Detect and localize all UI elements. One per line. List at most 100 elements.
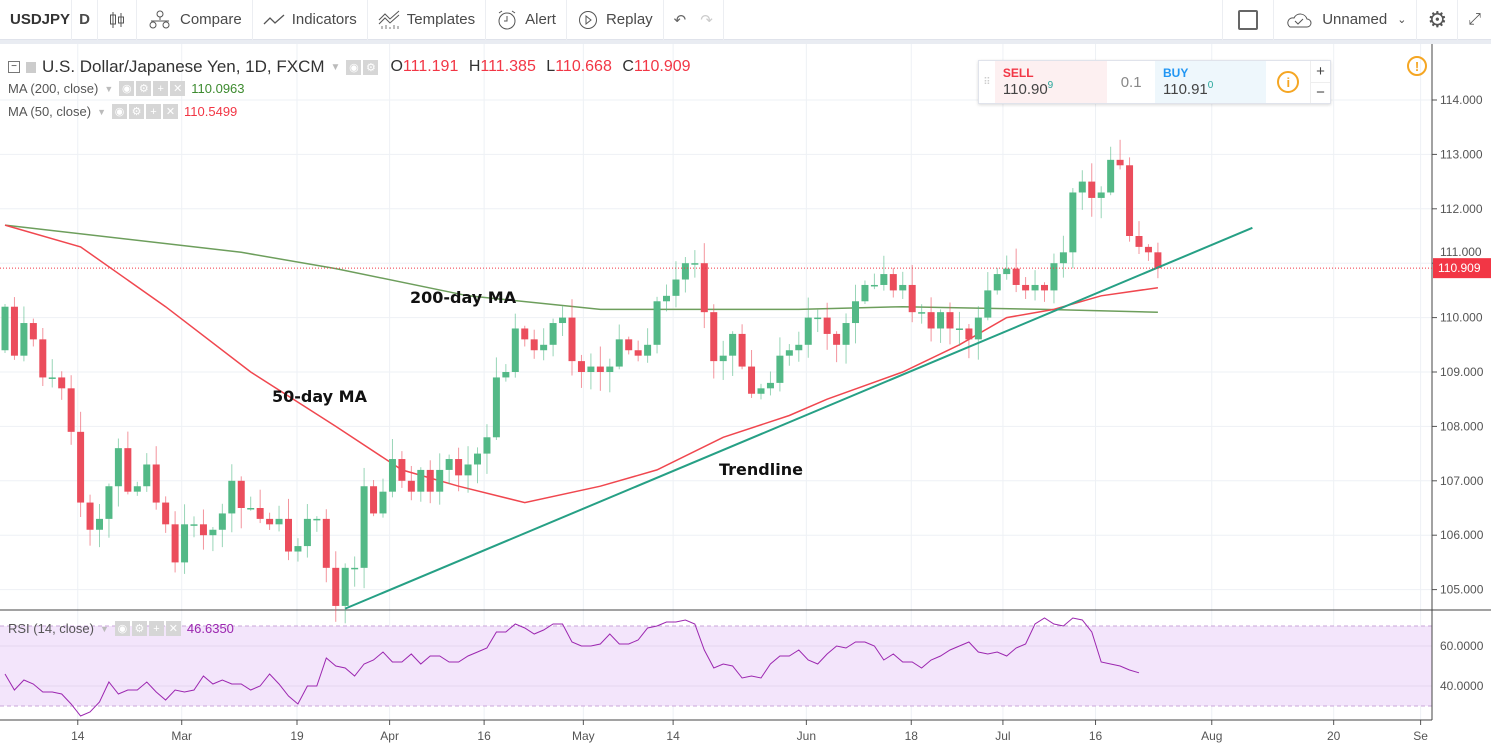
compare-button[interactable]: Compare xyxy=(137,0,253,40)
trading-panel: ⠿ SELL 110.909 0.1 BUY 110.910 i + − xyxy=(978,60,1331,104)
candle-body xyxy=(1135,236,1143,247)
ma50-annotation[interactable]: 50-day MA xyxy=(272,387,367,406)
sell-button[interactable]: SELL 110.909 xyxy=(994,61,1108,103)
gear-icon[interactable]: ⚙ xyxy=(131,621,147,636)
eye-icon[interactable]: ◉ xyxy=(112,104,128,119)
candle xyxy=(861,280,869,304)
candle-body xyxy=(842,323,850,345)
candle-body xyxy=(719,355,727,362)
gear-icon[interactable]: ⚙ xyxy=(363,59,379,75)
candle-body xyxy=(256,508,264,519)
close-icon[interactable]: ✕ xyxy=(163,104,179,119)
candle-body xyxy=(672,279,680,296)
candle xyxy=(568,299,576,376)
candle-body xyxy=(1069,192,1077,253)
series-title[interactable]: U.S. Dollar/Japanese Yen, 1D, FXCM xyxy=(42,57,325,76)
chart-area[interactable]: 114.000 113.000 112.000 111.000 110.000 109.0… xyxy=(0,44,1491,756)
fullscreen-toggle-button[interactable] xyxy=(1222,0,1275,40)
info-button[interactable]: i xyxy=(1266,61,1310,103)
save-layout-button[interactable]: Unnamed ⌄ xyxy=(1274,0,1418,40)
close-value: 110.909 xyxy=(633,58,691,75)
alarm-clock-icon xyxy=(498,10,516,29)
candle-body xyxy=(937,312,945,329)
symbol-search-button[interactable]: USDJPY xyxy=(0,0,72,40)
warning-icon[interactable]: ! xyxy=(1407,56,1427,76)
candle-body xyxy=(804,317,812,345)
plus-icon[interactable]: + xyxy=(153,81,169,96)
eye-icon[interactable]: ◉ xyxy=(119,81,135,96)
rsi-label[interactable]: RSI (14, close) xyxy=(8,621,94,636)
candle-body xyxy=(540,344,548,351)
settings-button[interactable]: ⚙ xyxy=(1417,0,1459,40)
ma200-label[interactable]: MA (200, close) xyxy=(8,81,99,96)
trendline-annotation[interactable]: Trendline xyxy=(719,460,803,479)
candle xyxy=(10,297,18,360)
time-axis-label: 14 xyxy=(71,729,85,743)
chevron-down-icon[interactable]: ▼ xyxy=(99,623,109,634)
undo-icon[interactable]: ↶ xyxy=(673,11,687,29)
candle-body xyxy=(48,377,56,379)
candle xyxy=(748,349,756,398)
ma50-value: 110.5499 xyxy=(184,104,238,119)
candle xyxy=(360,467,368,589)
candle xyxy=(757,383,765,400)
candle-body xyxy=(86,502,94,530)
collapse-icon[interactable]: − xyxy=(8,61,20,73)
candle-body xyxy=(10,306,18,356)
candle-body xyxy=(294,546,302,552)
buy-pip: 0 xyxy=(1207,80,1214,91)
plus-icon[interactable]: + xyxy=(146,104,162,119)
close-icon[interactable]: ✕ xyxy=(170,81,186,96)
candle xyxy=(1088,163,1096,217)
candle-body xyxy=(190,524,198,526)
candle xyxy=(644,328,652,363)
candle-body xyxy=(870,284,878,287)
templates-button[interactable]: Templates xyxy=(368,0,487,40)
candle xyxy=(596,346,604,391)
interval-button[interactable]: D xyxy=(72,0,98,40)
candle-body xyxy=(1059,252,1067,264)
close-icon[interactable]: ✕ xyxy=(165,621,181,636)
chevron-down-icon[interactable]: ▼ xyxy=(104,83,114,94)
decrease-button[interactable]: − xyxy=(1310,82,1330,103)
templates-icon xyxy=(378,10,400,29)
candle-body xyxy=(776,355,784,383)
drag-handle-icon[interactable]: ⠿ xyxy=(983,76,991,88)
redo-icon[interactable]: ↷ xyxy=(700,11,713,29)
alert-button[interactable]: Alert xyxy=(486,0,567,40)
candle xyxy=(540,328,548,361)
compare-icon xyxy=(149,10,170,28)
candle xyxy=(663,284,670,312)
replay-label: Replay xyxy=(605,11,653,28)
replay-button[interactable]: Replay xyxy=(567,0,664,40)
candle xyxy=(766,371,774,396)
templates-label: Templates xyxy=(406,11,476,28)
candle xyxy=(804,297,812,358)
candle-body xyxy=(615,339,623,367)
candle-body xyxy=(58,377,66,389)
buy-button[interactable]: BUY 110.910 xyxy=(1155,61,1267,103)
eye-icon[interactable]: ◉ xyxy=(114,621,130,636)
gear-icon[interactable]: ⚙ xyxy=(129,104,145,119)
ma50-label[interactable]: MA (50, close) xyxy=(8,104,92,119)
gear-icon[interactable]: ⚙ xyxy=(136,81,152,96)
candle-body xyxy=(1107,159,1115,193)
candle xyxy=(625,336,633,355)
chart-type-button[interactable] xyxy=(98,0,137,40)
candle xyxy=(199,509,207,550)
chevron-down-icon[interactable]: ▼ xyxy=(330,61,341,73)
candle xyxy=(351,556,359,587)
indicators-button[interactable]: Indicators xyxy=(253,0,368,40)
ma50-line xyxy=(4,224,1159,504)
ma200-annotation[interactable]: 200-day MA xyxy=(410,288,517,307)
candle xyxy=(729,331,737,376)
plus-icon[interactable]: + xyxy=(148,621,164,636)
candle xyxy=(814,309,822,333)
eye-icon[interactable]: ◉ xyxy=(346,59,362,75)
candle-body xyxy=(766,382,774,389)
candle xyxy=(492,357,500,440)
chevron-down-icon[interactable]: ▼ xyxy=(97,106,107,117)
increase-button[interactable]: + xyxy=(1310,61,1330,83)
fullscreen-button[interactable]: ⤢ xyxy=(1458,0,1491,40)
chart-canvas[interactable]: 114.000 113.000 112.000 111.000 110.000 109.0… xyxy=(0,44,1491,756)
